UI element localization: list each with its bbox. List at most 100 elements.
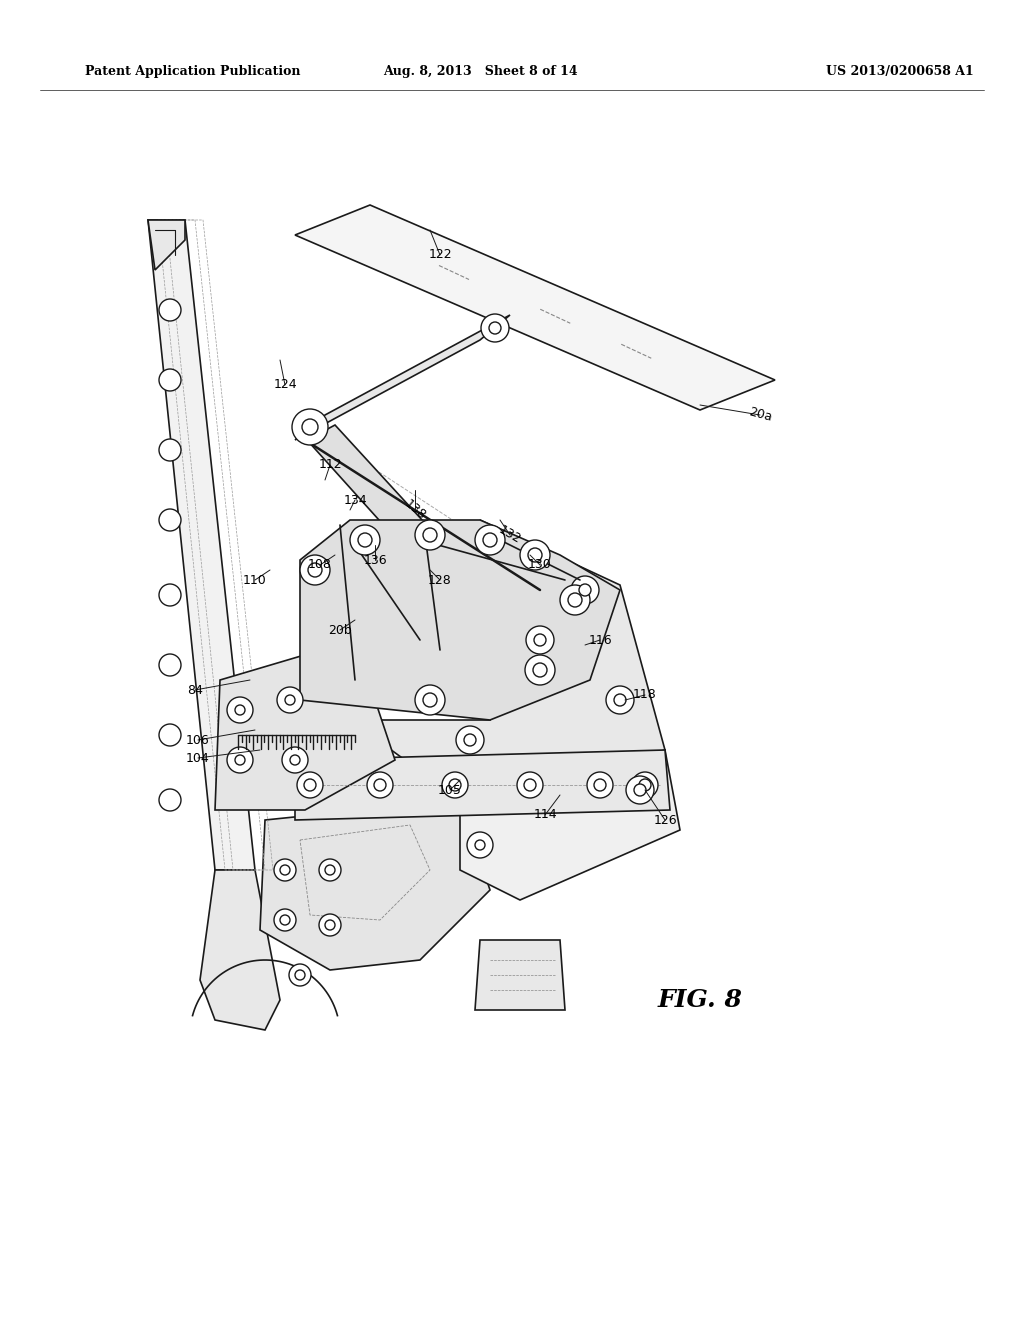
Circle shape (594, 779, 606, 791)
Circle shape (280, 915, 290, 925)
Circle shape (159, 440, 181, 461)
Text: 126: 126 (653, 813, 677, 826)
Circle shape (534, 634, 546, 645)
Text: 108: 108 (308, 558, 332, 572)
Circle shape (278, 686, 303, 713)
Circle shape (456, 726, 484, 754)
Text: 20a: 20a (746, 405, 773, 424)
Circle shape (274, 909, 296, 931)
Polygon shape (307, 425, 445, 560)
Circle shape (423, 693, 437, 708)
Circle shape (159, 370, 181, 391)
Polygon shape (148, 220, 255, 870)
Circle shape (560, 585, 590, 615)
Circle shape (639, 779, 651, 791)
Circle shape (292, 409, 328, 445)
Circle shape (302, 418, 318, 436)
Text: 132: 132 (497, 524, 523, 546)
Circle shape (325, 865, 335, 875)
Circle shape (517, 772, 543, 799)
Circle shape (587, 772, 613, 799)
Circle shape (483, 533, 497, 546)
Circle shape (274, 859, 296, 880)
Circle shape (475, 525, 505, 554)
Circle shape (626, 776, 654, 804)
Circle shape (632, 772, 658, 799)
Circle shape (308, 564, 322, 577)
Text: 106: 106 (186, 734, 210, 747)
Polygon shape (295, 205, 775, 411)
Circle shape (300, 554, 330, 585)
Text: US 2013/0200658 A1: US 2013/0200658 A1 (826, 66, 974, 78)
Circle shape (464, 734, 476, 746)
Circle shape (526, 626, 554, 653)
Circle shape (449, 779, 461, 791)
Circle shape (295, 970, 305, 979)
Text: 128: 128 (428, 573, 452, 586)
Polygon shape (300, 520, 620, 719)
Circle shape (319, 913, 341, 936)
Text: 20b: 20b (328, 623, 352, 636)
Circle shape (234, 705, 245, 715)
Circle shape (325, 920, 335, 931)
Circle shape (297, 772, 323, 799)
Circle shape (606, 686, 634, 714)
Circle shape (289, 964, 311, 986)
Circle shape (159, 653, 181, 676)
Text: 112: 112 (318, 458, 342, 471)
Circle shape (159, 789, 181, 810)
Circle shape (568, 593, 582, 607)
Text: 110: 110 (243, 573, 267, 586)
Text: 118: 118 (633, 689, 656, 701)
Circle shape (358, 533, 372, 546)
Circle shape (442, 772, 468, 799)
Text: 134: 134 (343, 494, 367, 507)
Text: 84: 84 (187, 684, 203, 697)
Text: 122: 122 (428, 248, 452, 261)
Circle shape (304, 779, 316, 791)
Circle shape (475, 840, 485, 850)
Circle shape (467, 832, 493, 858)
Circle shape (234, 755, 245, 766)
Circle shape (374, 779, 386, 791)
Text: Aug. 8, 2013   Sheet 8 of 14: Aug. 8, 2013 Sheet 8 of 14 (383, 66, 578, 78)
Circle shape (227, 747, 253, 774)
Text: FIG. 8: FIG. 8 (657, 987, 742, 1012)
Circle shape (159, 510, 181, 531)
Polygon shape (460, 750, 680, 900)
Circle shape (534, 663, 547, 677)
Circle shape (367, 772, 393, 799)
Text: Patent Application Publication: Patent Application Publication (85, 66, 300, 78)
Text: 116: 116 (588, 634, 611, 647)
Polygon shape (148, 220, 185, 271)
Circle shape (282, 747, 308, 774)
Circle shape (528, 548, 542, 562)
Circle shape (614, 694, 626, 706)
Circle shape (481, 314, 509, 342)
Text: 136: 136 (364, 553, 387, 566)
Circle shape (415, 520, 445, 550)
Circle shape (285, 696, 295, 705)
Polygon shape (260, 800, 490, 970)
Circle shape (423, 528, 437, 543)
Polygon shape (475, 940, 565, 1010)
Circle shape (280, 865, 290, 875)
Polygon shape (295, 750, 670, 820)
Circle shape (524, 779, 536, 791)
Text: 124: 124 (273, 379, 297, 392)
Polygon shape (215, 640, 395, 810)
Circle shape (159, 723, 181, 746)
Circle shape (634, 784, 646, 796)
Text: 130: 130 (528, 558, 552, 572)
Text: 138: 138 (401, 498, 428, 523)
Circle shape (571, 576, 599, 605)
Polygon shape (295, 315, 510, 440)
Circle shape (319, 859, 341, 880)
Text: 114: 114 (534, 808, 557, 821)
Polygon shape (350, 520, 665, 800)
Circle shape (290, 755, 300, 766)
Circle shape (415, 685, 445, 715)
Text: 104: 104 (186, 751, 210, 764)
Circle shape (227, 697, 253, 723)
Circle shape (489, 322, 501, 334)
